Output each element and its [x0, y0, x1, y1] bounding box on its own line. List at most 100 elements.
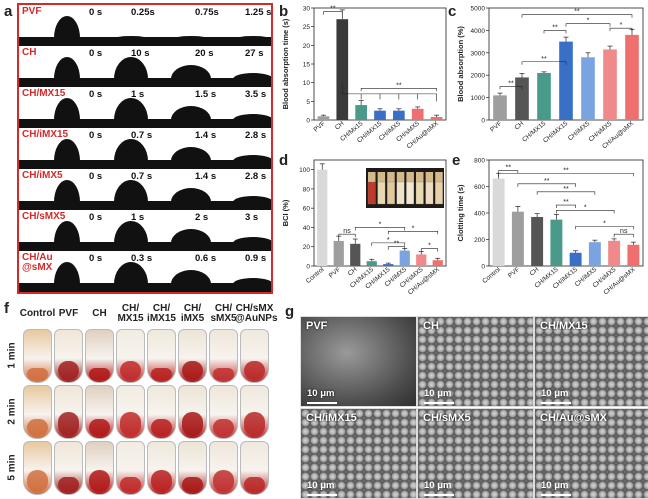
blood-clot: [120, 361, 141, 380]
sem-label: CH/sMX5: [423, 412, 471, 424]
column-header: CH/ iMX15: [147, 303, 176, 324]
blood-clot: [151, 368, 172, 380]
y-tick-label: 80: [303, 186, 311, 193]
contact-angle-row: CH/Au @sMX 0 s 0.3 s 0.6 s 0.9 s: [19, 251, 271, 292]
significance-label: **: [508, 80, 514, 87]
panel-g: PVF 10 μm CH 10 μm CH/MX15 10 μm CH/iMX15 10 μm…: [300, 316, 648, 499]
y-tick-label: 25: [303, 24, 311, 31]
sem-label: CH/MX15: [540, 320, 588, 332]
blood-clot-tube: [209, 385, 238, 439]
y-tick-label: 3000: [471, 50, 486, 57]
significance-bracket: [499, 86, 523, 90]
bar: [374, 110, 386, 120]
vial-cap: [368, 172, 376, 182]
panel-label-c: c: [448, 3, 457, 20]
sem-image: CH/MX15 10 μm: [534, 316, 648, 407]
vial-cap: [406, 172, 414, 182]
significance-label: ns: [620, 228, 628, 235]
blood-clot-tube: [209, 441, 238, 495]
bci-inset-photo: [366, 168, 444, 208]
significance-label: *: [412, 225, 415, 232]
panel-label-a: a: [4, 3, 13, 20]
bar: [333, 240, 344, 266]
vial-cap: [377, 172, 386, 182]
time-label: 1.4 s: [195, 171, 217, 182]
droplet: [171, 270, 211, 284]
blood-clot-tube: [116, 441, 145, 495]
bar: [355, 105, 367, 120]
bar: [581, 57, 595, 120]
blood-clot-tube: [240, 441, 269, 495]
y-axis-label: BCI (%): [281, 199, 290, 226]
significance-bracket: [323, 11, 343, 15]
droplet: [171, 147, 211, 161]
scale-bar: [541, 402, 571, 404]
time-label: 0 s: [89, 253, 103, 264]
significance-bracket: [575, 225, 634, 230]
blood-clot: [120, 412, 141, 436]
bar: [317, 169, 328, 266]
contact-angle-row: CH/MX15 0 s 1 s 1.5 s 3.5 s: [19, 87, 271, 128]
y-axis-label: Blood absorption time (s): [281, 18, 290, 109]
y-tick-label: 20: [303, 43, 311, 50]
vial-control: [367, 181, 376, 205]
blood-clot-tube: [23, 441, 52, 495]
significance-label: ns: [343, 228, 351, 235]
bar: [393, 110, 405, 120]
substrate-ground: [19, 283, 271, 292]
panel-label-g: g: [285, 303, 295, 320]
bar: [416, 254, 427, 266]
significance-bracket: [613, 233, 634, 238]
bar: [317, 116, 330, 120]
time-label: 0.3 s: [131, 253, 153, 264]
time-label: 0 s: [89, 212, 103, 223]
y-tick-label: 60: [303, 206, 311, 213]
y-tick-label: 15: [303, 62, 311, 69]
significance-bracket: [498, 170, 519, 174]
blood-clot: [58, 477, 79, 492]
droplet: [54, 180, 80, 202]
vial-ch-mx15: [396, 181, 405, 205]
plot-frame: [313, 7, 447, 121]
column-header: PVF: [58, 308, 79, 319]
x-tick-label: CH: [347, 266, 359, 278]
droplet: [233, 278, 271, 284]
blood-clot-tube: [54, 441, 83, 495]
significance-bracket: [521, 61, 567, 65]
time-label: 1.25 s: [245, 7, 272, 18]
bar: [366, 261, 377, 266]
significance-label: **: [394, 241, 400, 248]
blood-clot-tube: [178, 329, 207, 383]
bar: [411, 108, 424, 120]
droplet: [114, 221, 148, 243]
vial-pvf: [377, 181, 386, 205]
y-tick-label: 5000: [471, 6, 486, 13]
scale-label: 10 μm: [307, 388, 335, 399]
blood-clot-tube: [54, 385, 83, 439]
x-tick-label: PVF: [507, 266, 521, 280]
bar: [569, 252, 582, 266]
contact-angle-row: CH/iMX15 0 s 0.7 s 1.4 s 2.8 s: [19, 128, 271, 169]
sem-image: CH 10 μm: [417, 316, 534, 407]
y-tick-label: 40: [303, 225, 311, 232]
bar: [430, 117, 443, 120]
y-tick-label: 600: [474, 184, 485, 191]
x-tick-label: CH: [529, 266, 541, 278]
blood-clot: [182, 477, 203, 492]
droplet: [171, 188, 211, 202]
droplet: [171, 65, 211, 79]
row-header: 5 min: [6, 454, 18, 481]
x-tick-label: PVF: [328, 266, 342, 280]
significance-bracket: [543, 30, 567, 34]
time-label: 20 s: [195, 48, 214, 59]
y-axis-label: Clotting time (s): [456, 184, 465, 242]
sem-label: CH: [423, 320, 439, 332]
blood-clot: [89, 470, 110, 492]
y-tick-label: 4000: [471, 28, 486, 35]
vial-cap: [435, 172, 443, 182]
blood-clot-tube: [85, 385, 114, 439]
bar: [537, 72, 551, 120]
significance-label: *: [584, 204, 587, 211]
droplet: [114, 180, 148, 202]
